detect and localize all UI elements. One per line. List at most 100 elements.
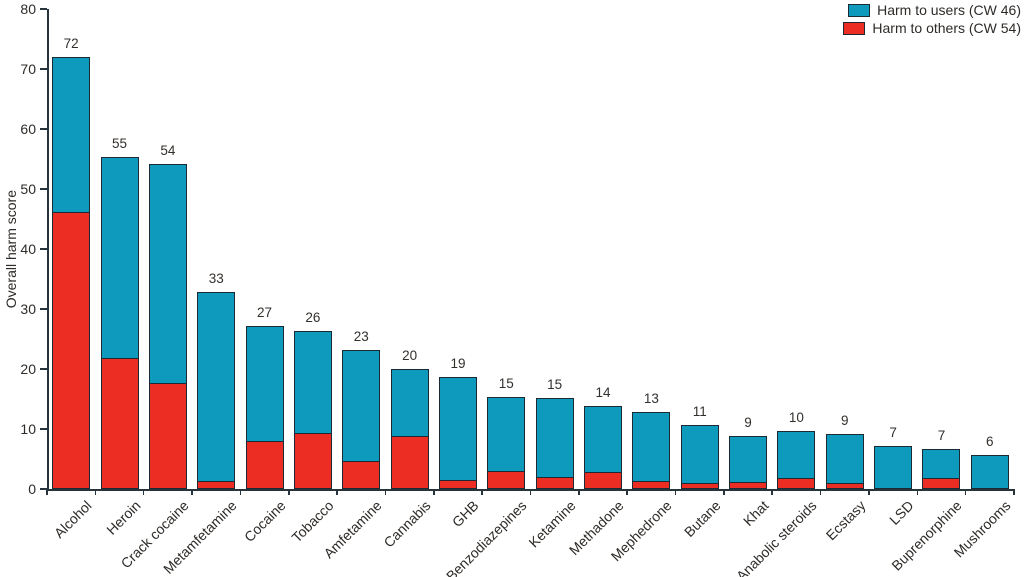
x-tick [723, 489, 725, 495]
bar-value-label-metamfetamine: 33 [208, 270, 224, 286]
x-tick [94, 489, 97, 495]
bar-value-label-ecstasy: 9 [841, 413, 849, 429]
bar-mushrooms [970, 455, 1009, 489]
bar-value-label-lsd: 7 [889, 425, 897, 441]
x-tick [1013, 489, 1015, 495]
y-tick-0 [40, 488, 47, 490]
x-tick [384, 489, 387, 495]
bar-value-label-tobacco: 26 [305, 310, 321, 326]
x-tick [481, 489, 483, 495]
bar-value-label-cannabis: 20 [402, 348, 418, 363]
y-tick-label-50: 50 [20, 181, 36, 197]
bar-segment-harm-to-others-khat [730, 481, 767, 488]
y-tick-label-60: 60 [20, 121, 36, 137]
legend-swatch-others-icon [843, 22, 866, 35]
bar-segment-harm-to-others-ecstasy [826, 483, 863, 488]
x-tick [191, 489, 193, 495]
y-tick-60 [40, 128, 47, 130]
bar-value-label-cocaine: 27 [257, 304, 273, 320]
bar-value-label-khat: 9 [744, 414, 752, 430]
y-tick-label-40: 40 [20, 241, 36, 257]
bar-ghb [438, 376, 477, 489]
bar-value-label-ghb: 19 [450, 355, 466, 371]
y-tick-30 [40, 308, 47, 310]
bar-segment-harm-to-others-ghb [439, 479, 476, 488]
bar-segment-harm-to-others-metamfetamine [198, 481, 235, 488]
bar-ketamine [535, 398, 574, 489]
x-tick [287, 489, 290, 495]
bar-segment-harm-to-others-heroin [101, 358, 138, 488]
bar-value-label-amfetamine: 23 [353, 329, 369, 345]
y-tick-label-0: 0 [28, 481, 36, 497]
x-tick [142, 489, 145, 495]
bar-metamfetamine [197, 291, 236, 489]
bar-segment-harm-to-others-alcohol [53, 212, 90, 488]
bar-segment-harm-to-others-cocaine [246, 440, 283, 488]
x-tick [433, 489, 435, 495]
bar-anabolic-steroids [777, 430, 816, 489]
bar-khat [729, 435, 768, 489]
x-tick [771, 489, 774, 495]
bar-segment-harm-to-others-ketamine [536, 476, 573, 488]
bar-value-label-butane: 11 [692, 403, 707, 419]
plot-area: 0 10 20 30 40 50 60 70 80 72 Alcohol 55 Heroin 54 Crac… [20, 1, 1015, 577]
bar-butane [680, 424, 719, 489]
bar-cannabis [390, 369, 429, 489]
bar-ecstasy [825, 434, 864, 489]
x-tick [578, 489, 580, 495]
x-tick [674, 489, 677, 495]
x-tick [239, 489, 242, 495]
bar-segment-harm-to-others-amfetamine [343, 460, 380, 488]
y-tick-40 [40, 248, 47, 250]
bar-segment-harm-to-others-tobacco [294, 432, 331, 488]
y-tick-10 [40, 428, 47, 430]
y-tick-label-70: 70 [20, 61, 36, 77]
x-tick [46, 489, 48, 495]
y-tick-20 [40, 368, 47, 370]
bar-value-label-mushrooms: 6 [986, 434, 994, 450]
y-axis-line [47, 9, 49, 489]
bar-tobacco [293, 331, 332, 489]
bar-value-label-buprenorphine: 7 [937, 428, 946, 444]
y-tick-70 [40, 68, 47, 70]
bar-alcohol [52, 57, 91, 489]
bar-amfetamine [342, 350, 381, 489]
bar-segment-harm-to-others-benzodiazepines [488, 471, 525, 488]
x-tick [336, 489, 338, 495]
bar-value-label-alcohol: 72 [63, 36, 79, 51]
y-tick-label-20: 20 [20, 361, 36, 377]
bar-benzodiazepines [487, 396, 526, 489]
bar-value-label-crack-cocaine: 54 [160, 142, 176, 158]
x-tick [529, 489, 532, 495]
legend: Harm to users (CW 46) Harm to others (CW… [843, 3, 1021, 39]
y-tick-50 [40, 188, 47, 190]
x-tick [868, 489, 870, 495]
bar-value-label-benzodiazepines: 15 [498, 375, 514, 391]
bar-segment-harm-to-others-butane [681, 482, 718, 488]
legend-label-harm-to-users: Harm to users (CW 46) [877, 2, 1021, 18]
x-tick [819, 489, 822, 495]
bar-segment-harm-to-others-buprenorphine [923, 477, 960, 488]
bar-heroin [100, 156, 139, 489]
legend-swatch-users-icon [848, 4, 871, 17]
bar-crack-cocaine [148, 163, 187, 489]
bar-value-label-mephedrone: 13 [643, 391, 659, 407]
legend-item-harm-to-users: Harm to users (CW 46) [843, 3, 1021, 18]
x-tick [626, 489, 628, 495]
bar-segment-harm-to-others-anabolic-steroids [778, 478, 815, 488]
bar-value-label-methadone: 14 [595, 384, 611, 400]
bar-value-label-heroin: 55 [112, 135, 128, 151]
y-tick-label-10: 10 [20, 421, 36, 437]
legend-label-harm-to-others: Harm to others (CW 54) [872, 20, 1021, 36]
bar-value-label-anabolic-steroids: 10 [788, 409, 804, 425]
legend-item-harm-to-others: Harm to others (CW 54) [843, 21, 1021, 36]
bar-buprenorphine [922, 449, 961, 489]
bar-mephedrone [632, 412, 671, 489]
x-tick [964, 489, 967, 495]
bar-methadone [584, 405, 623, 489]
y-tick-label-30: 30 [20, 301, 36, 317]
y-tick-label-80: 80 [20, 1, 36, 17]
bar-segment-harm-to-others-crack-cocaine [149, 382, 186, 488]
bar-value-label-ketamine: 15 [547, 377, 563, 393]
